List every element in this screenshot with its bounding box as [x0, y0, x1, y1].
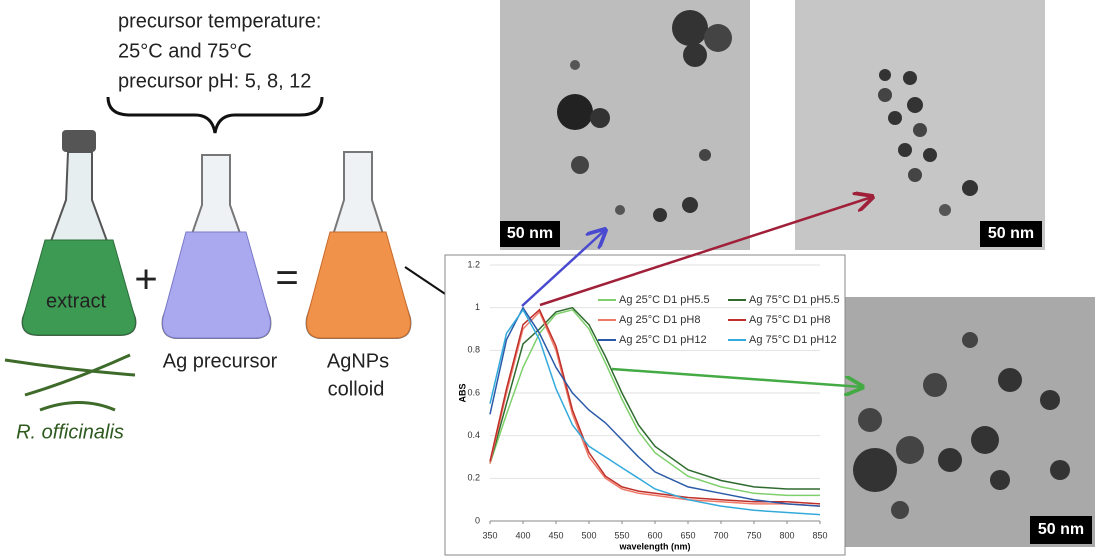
flask-colloid — [305, 151, 412, 339]
precursor-line: precursor pH: 5, 8, 12 — [118, 70, 311, 92]
series-line — [489, 306, 820, 490]
y-tick-label: 0.6 — [467, 387, 480, 397]
scale-bar: 50 nm — [507, 225, 553, 242]
legend-label: Ag 25°C D1 pH12 — [619, 334, 707, 346]
x-tick-label: 800 — [779, 530, 794, 540]
brace — [106, 96, 324, 134]
series-line — [489, 308, 821, 516]
flask-label: AgNPs — [327, 350, 389, 372]
series-line — [489, 308, 820, 497]
x-tick-label: 500 — [581, 530, 596, 540]
x-tick-label: 600 — [647, 530, 662, 540]
y-tick-label: 1.2 — [467, 259, 480, 269]
scale-bar: 50 nm — [988, 225, 1034, 242]
x-tick-label: 450 — [548, 530, 563, 540]
x-tick-label: 750 — [746, 530, 761, 540]
arrow — [539, 197, 872, 307]
precursor-line: 25°C and 75°C — [118, 40, 252, 62]
x-tick-label: 550 — [614, 530, 629, 540]
y-tick-label: 0.8 — [467, 345, 480, 355]
y-tick-label: 0.4 — [467, 430, 480, 440]
rosemary — [4, 353, 136, 412]
y-tick-label: 1 — [475, 302, 480, 312]
flask-label: extract — [46, 290, 106, 312]
x-tick-label: 850 — [812, 530, 827, 540]
flask-precursor — [161, 154, 272, 339]
series-line — [489, 306, 821, 507]
plant-label: R. officinalis — [16, 421, 124, 443]
legend-label: Ag 25°C D1 pH5.5 — [619, 294, 710, 306]
x-tick-label: 350 — [482, 530, 497, 540]
flask-label: colloid — [328, 378, 385, 400]
arrow — [611, 367, 862, 387]
y-tick-label: 0 — [475, 515, 480, 525]
arrow — [521, 230, 605, 307]
equals-sign: = — [275, 256, 298, 300]
chart-frame — [444, 254, 846, 556]
series-line — [489, 308, 821, 505]
flask-label: Ag precursor — [163, 350, 278, 372]
x-tick-label: 700 — [713, 530, 728, 540]
flask-extract — [21, 130, 137, 336]
x-tick-label: 650 — [680, 530, 695, 540]
legend-label: Ag 75°C D1 pH5.5 — [749, 294, 840, 306]
precursor-line: precursor temperature: — [118, 10, 321, 32]
legend-label: Ag 25°C D1 pH8 — [619, 314, 700, 326]
legend-label: Ag 75°C D1 pH12 — [749, 334, 837, 346]
x-tick-label: 400 — [515, 530, 530, 540]
y-tick-label: 0.2 — [467, 473, 480, 483]
plus-sign: + — [134, 258, 157, 302]
y-axis-label: ABS — [457, 383, 467, 402]
scale-bar: 50 nm — [1038, 521, 1084, 538]
legend-label: Ag 75°C D1 pH8 — [749, 314, 830, 326]
x-axis-label: wavelength (nm) — [618, 541, 690, 551]
